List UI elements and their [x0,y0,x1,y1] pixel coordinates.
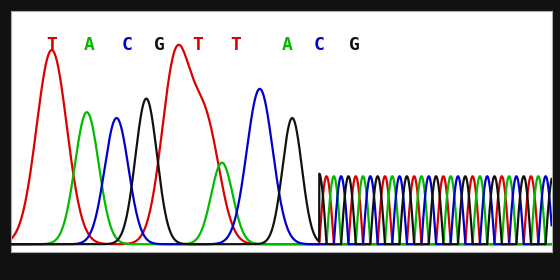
Text: G: G [155,36,165,54]
Text: C: C [314,36,325,54]
Text: A: A [281,36,292,54]
Text: C: C [122,36,133,54]
Text: G: G [349,36,360,54]
Text: A: A [84,36,95,54]
Text: T: T [192,36,203,54]
Text: T: T [46,36,57,54]
Text: T: T [230,36,241,54]
